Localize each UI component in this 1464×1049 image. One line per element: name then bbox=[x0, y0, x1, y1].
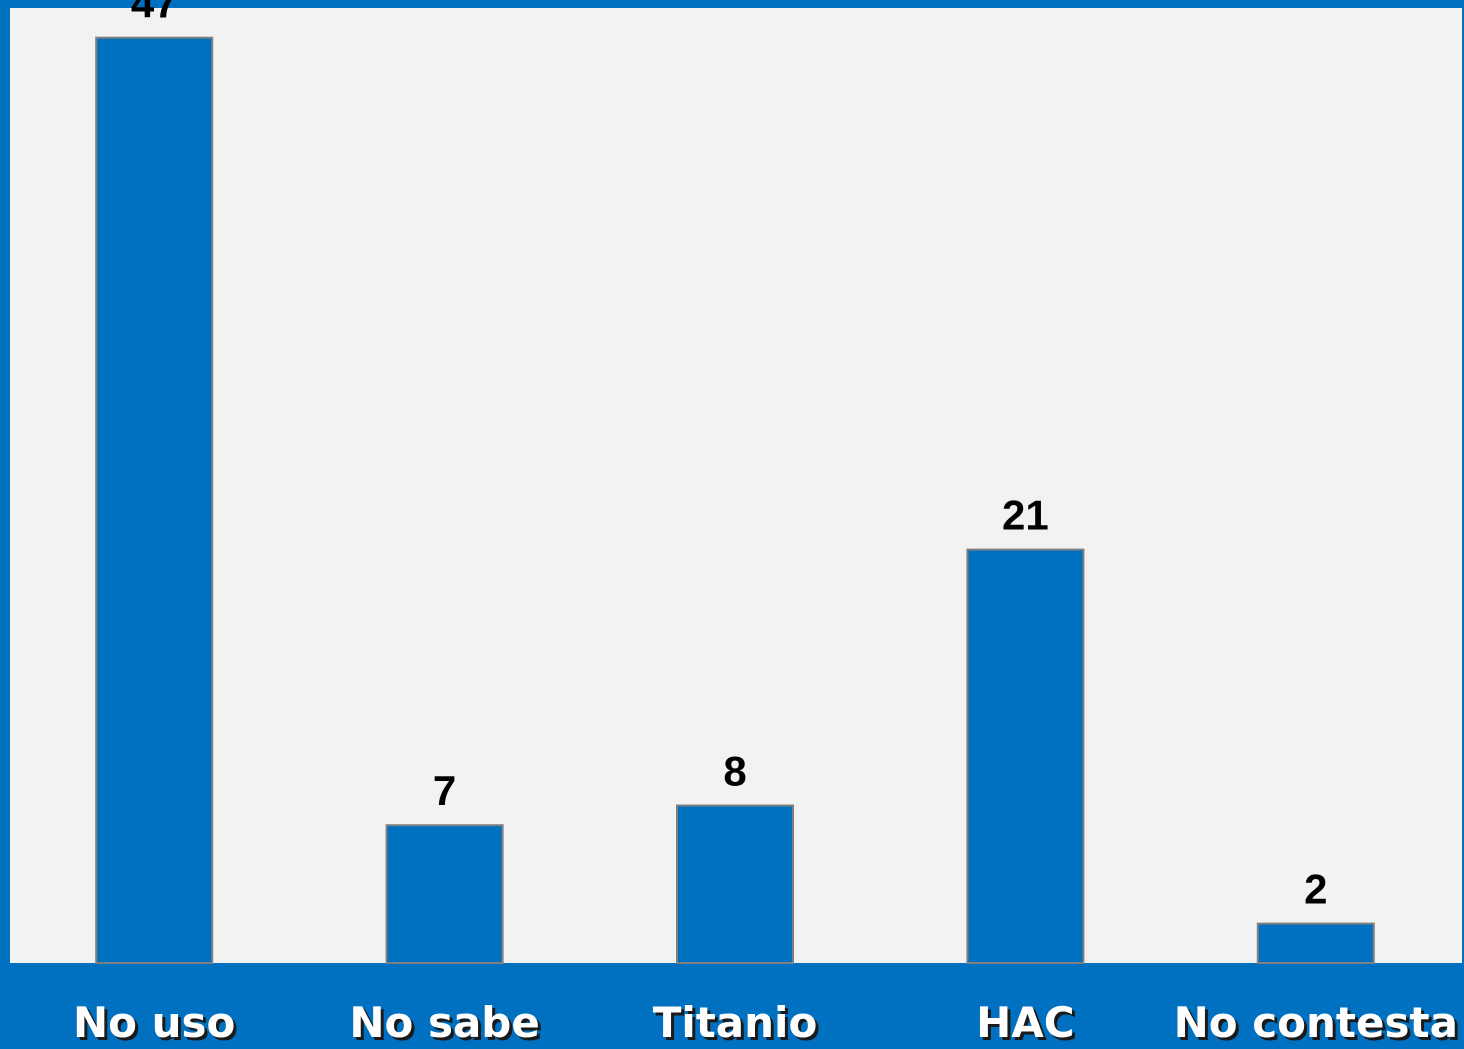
bar-2 bbox=[676, 804, 794, 964]
value-labels-layer: 47 7 8 21 2 bbox=[131, 0, 1328, 913]
data-label-4: 2 bbox=[1304, 866, 1327, 913]
data-label-3: 21 bbox=[1002, 492, 1049, 539]
category-label-3: HAC bbox=[976, 998, 1074, 1047]
bars-layer bbox=[95, 36, 1375, 965]
category-label-shadow-3: HAC bbox=[979, 1001, 1077, 1049]
data-label-2: 8 bbox=[723, 748, 746, 795]
category-label-shadow-1: No sabe bbox=[352, 1001, 543, 1049]
data-label-1: 7 bbox=[433, 767, 456, 814]
bar-3 bbox=[966, 548, 1085, 964]
category-label-4: No contesta bbox=[1174, 998, 1458, 1047]
category-label-0: No uso bbox=[73, 998, 235, 1047]
category-label-1: No sabe bbox=[349, 998, 540, 1047]
category-label-shadow-4: No contesta bbox=[1177, 1001, 1461, 1049]
bar-1 bbox=[385, 824, 504, 965]
category-label-2: Titanio bbox=[653, 998, 818, 1047]
bar-4 bbox=[1256, 922, 1375, 964]
plot-area bbox=[10, 8, 1462, 963]
category-label-shadow-0: No uso bbox=[76, 1001, 238, 1049]
category-label-shadow-2: Titanio bbox=[656, 1001, 821, 1049]
bar-0 bbox=[95, 36, 214, 964]
data-label-0: 47 bbox=[131, 0, 178, 27]
